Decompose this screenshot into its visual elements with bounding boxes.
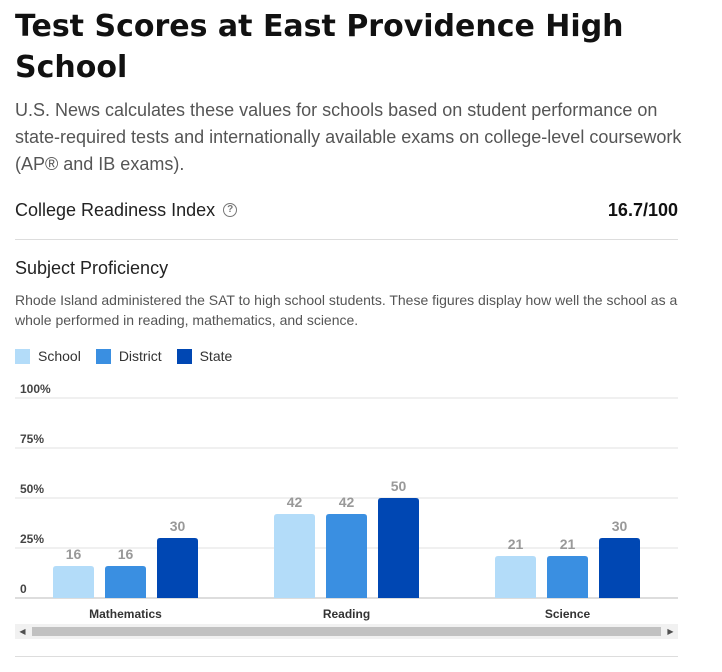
legend-label-district: District [118, 348, 162, 364]
bar-state [157, 538, 198, 598]
data-label: 21 [560, 536, 576, 552]
data-label: 50 [391, 478, 407, 494]
scrollbar-thumb[interactable] [32, 627, 661, 636]
college-readiness-row: College Readiness Index ? 16.7/100 [15, 198, 678, 222]
y-tick-label: 0 [20, 582, 27, 596]
bar-state [599, 538, 640, 598]
bar-school [495, 556, 536, 598]
legend-swatch-district [95, 348, 111, 364]
question-circle-icon[interactable]: ? [223, 203, 238, 217]
data-label: 42 [339, 494, 355, 510]
legend-item-district: District [95, 348, 162, 364]
legend-swatch-school [15, 348, 30, 364]
legend-swatch-state [176, 348, 192, 364]
data-label: 42 [287, 494, 303, 510]
college-readiness-value: 16.7/100 [607, 199, 678, 220]
subject-proficiency-chart: 0 25% 50% 75% 100% 16 16 30 Mathematics 42 42 50 Rea… [15, 382, 678, 621]
chart-legend: School District State [15, 347, 247, 365]
bar-school [53, 566, 94, 598]
bar-district [547, 556, 588, 598]
subject-proficiency-title: Subject Proficiency [15, 258, 169, 278]
y-tick-label: 25% [20, 532, 44, 546]
page-title: Test Scores at East Providence High Scho… [15, 9, 624, 85]
section-divider [15, 239, 678, 240]
bar-school [274, 514, 315, 598]
scroll-right-arrow-icon[interactable]: ▶ [667, 627, 674, 636]
data-label: 30 [170, 518, 186, 534]
scroll-left-arrow-icon[interactable]: ◀ [19, 627, 26, 636]
subject-proficiency-description: Rhode Island administered the SAT to hig… [15, 292, 678, 328]
bar-state [378, 498, 419, 598]
legend-label-state: State [199, 348, 233, 364]
bottom-divider [15, 656, 678, 657]
page-description: U.S. News calculates these values for sc… [15, 100, 682, 174]
x-category-label: Mathematics [89, 607, 162, 621]
college-readiness-label-text: College Readiness Index [15, 199, 216, 220]
legend-item-school: School [15, 348, 81, 364]
legend-label-school: School [38, 348, 81, 364]
data-label: 21 [508, 536, 524, 552]
legend-item-state: State [176, 348, 233, 364]
college-readiness-label: College Readiness Index ? [15, 199, 238, 221]
y-tick-label: 100% [20, 382, 51, 396]
data-label: 16 [66, 546, 82, 562]
y-tick-label: 75% [20, 432, 44, 446]
data-label: 30 [612, 518, 628, 534]
x-category-label: Reading [323, 607, 370, 621]
bar-district [326, 514, 367, 598]
data-label: 16 [118, 546, 134, 562]
bar-district [105, 566, 146, 598]
x-category-label: Science [545, 607, 591, 621]
y-tick-label: 50% [20, 482, 44, 496]
chart-horizontal-scrollbar[interactable]: ◀ ▶ [15, 624, 678, 639]
